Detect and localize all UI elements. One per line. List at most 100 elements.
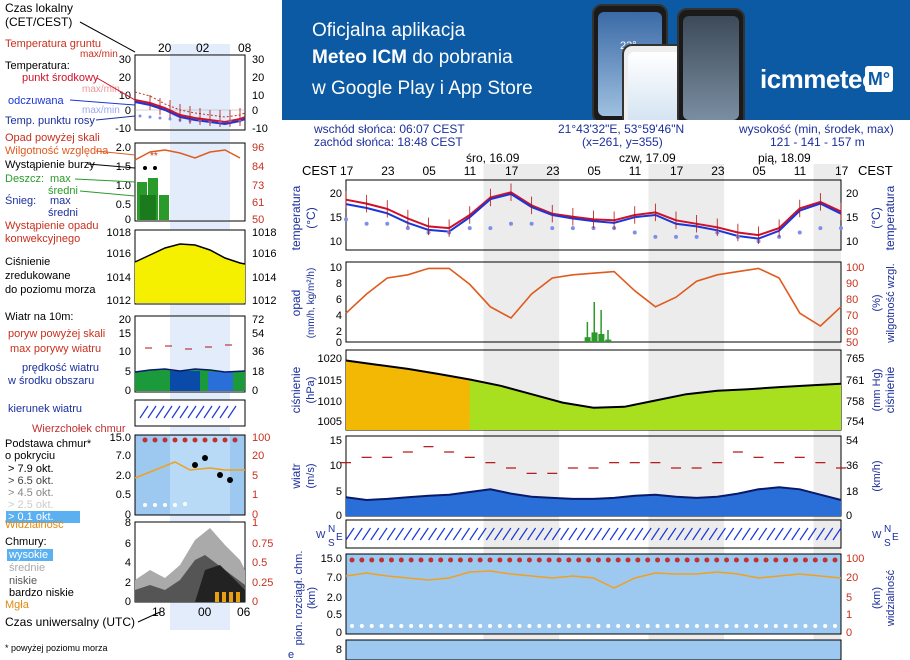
- cloud-top-dot: [546, 557, 552, 563]
- day-label-2: czw, 17.09: [619, 151, 676, 165]
- cloud-base-dot: [586, 624, 591, 628]
- day-label-1: śro, 16.09: [466, 151, 520, 165]
- wind-direction-arrow: [708, 527, 718, 541]
- cl-tick-l-6: 6: [125, 538, 131, 550]
- wind-tick-r-36: 36: [252, 346, 264, 358]
- cloud-base-dot: [497, 624, 502, 628]
- cloud-top-dot: [812, 557, 818, 563]
- temp-tick-r-10: 10: [846, 236, 858, 248]
- pres-tick-761: 761: [846, 375, 864, 387]
- mini-tick-02: 02: [196, 41, 210, 55]
- hour-label: 23: [711, 164, 725, 178]
- cloud-top-dot: [595, 557, 601, 563]
- temp-tick-15: 15: [330, 212, 342, 224]
- cloudbase-dots: [345, 557, 842, 628]
- mini-precip-panel: **: [134, 142, 246, 222]
- wind-direction-arrow: [758, 527, 768, 541]
- cloud-top-dot: [655, 557, 661, 563]
- legend-mid-max: max/min: [82, 84, 120, 95]
- compass-n-r: N: [884, 524, 891, 535]
- dew-point-dot: [385, 221, 390, 226]
- legend-time-local: Czas lokalny: [5, 1, 73, 15]
- hour-label: 11: [464, 164, 477, 178]
- cloud-base-dot: [645, 624, 650, 628]
- cloud-top-dot: [635, 557, 641, 563]
- cloud-base-dot: [635, 624, 640, 628]
- legend-rain: Deszcz:: [5, 173, 44, 185]
- dew-point-dot: [405, 226, 410, 231]
- cloud-base-dot: [537, 624, 542, 628]
- wind-axis-unit-r: (km/h): [871, 460, 883, 491]
- precip-tick-0: 0: [336, 337, 342, 349]
- cloud-top-dot: [605, 557, 611, 563]
- wind-tick-0: 0: [336, 510, 342, 522]
- wind-direction-arrow: [799, 527, 809, 541]
- legend-gust-above: poryw powyżej skali: [8, 328, 105, 340]
- precip-tick-4: 4: [336, 310, 342, 322]
- cloud-base-dot: [399, 624, 404, 628]
- wind-direction-arrow: [353, 527, 363, 541]
- wind-direction-arrow: [626, 527, 636, 541]
- wind-direction-arrow: [584, 527, 594, 541]
- cloud-base-dot: [704, 624, 709, 628]
- wind-tick-l-15: 15: [119, 328, 131, 340]
- hum-tick-90: 90: [846, 278, 858, 290]
- pres-tick-754: 754: [846, 416, 864, 428]
- legend-rain-max: max: [50, 173, 71, 185]
- wind-tick-r0: 0: [846, 510, 852, 522]
- pressure-line: [345, 359, 842, 409]
- cloud-base-dot: [616, 624, 621, 628]
- cb-axis-unit: (km): [306, 587, 318, 609]
- compass-w: W: [316, 530, 326, 541]
- cloud-top-dot: [674, 557, 680, 563]
- vis-main-tick-20: 20: [846, 572, 858, 584]
- wind-direction-arrow: [403, 527, 413, 541]
- cloud-top-dot: [576, 557, 582, 563]
- cloud-base-dot: [557, 624, 561, 628]
- cloud-top-dot: [507, 557, 513, 563]
- wind-direction-arrow: [452, 527, 462, 541]
- cloud-top-dot: [526, 557, 532, 563]
- cloud-top-dot: [408, 557, 414, 563]
- hour-label: 17: [835, 164, 849, 178]
- day-label-3: pią, 18.09: [758, 151, 811, 165]
- temp-axis-unit-r: (°C): [869, 207, 883, 228]
- wind-direction-arrow: [741, 527, 751, 541]
- cloud-top-dot: [763, 557, 769, 563]
- cloud-base-dot: [389, 624, 394, 628]
- mini-utc-06: 06: [237, 605, 251, 619]
- wind-direction-arrow: [419, 527, 429, 541]
- temp-tick-l-30: 30: [119, 54, 131, 66]
- cloud-base-dot: [468, 624, 473, 628]
- wind-direction-arrow: [461, 527, 471, 541]
- banner-line2: Meteo ICM do pobrania: [312, 47, 513, 69]
- hum-tick-80: 80: [846, 294, 858, 306]
- app-banner[interactable]: Oficjalna aplikacja Meteo ICM do pobrani…: [282, 0, 910, 120]
- hum-tick-96: 96: [252, 142, 264, 154]
- wind-tick-36: 36: [846, 460, 858, 472]
- precip-max-bar: [607, 330, 609, 342]
- cloud-base-dot: [448, 624, 453, 628]
- wind-direction-arrow: [378, 527, 388, 541]
- compass-letters-right: W N S E: [872, 524, 899, 549]
- precip-mean-bar: [584, 337, 591, 342]
- cloud-top-dot: [359, 557, 365, 563]
- cloud-top-dot: [625, 557, 631, 563]
- mini-pressure-panel: [134, 229, 246, 305]
- cb-tick-7: 7.0: [327, 572, 342, 584]
- temp-tick-r-15: 15: [846, 212, 858, 224]
- temp-axis-label-r: temperatura: [883, 185, 897, 250]
- legend-footnote: * powyżej poziomu morza: [5, 643, 108, 653]
- pressure-area: [345, 359, 842, 430]
- cloud-top-dot: [832, 557, 838, 563]
- wind-direction-arrow: [791, 527, 801, 541]
- cest-label-right: CEST: [858, 163, 893, 178]
- wind-direction-arrow: [782, 527, 792, 541]
- legend-wierzcholek: Wierzchołek chmur: [32, 423, 126, 435]
- wind-direction-arrow: [469, 527, 479, 541]
- cloud-base-dot: [764, 624, 768, 628]
- hum-tick-50: 50: [846, 337, 858, 349]
- humidity-line: [345, 267, 842, 328]
- hour-label: 05: [588, 164, 602, 178]
- cloud-top-dot: [743, 557, 749, 563]
